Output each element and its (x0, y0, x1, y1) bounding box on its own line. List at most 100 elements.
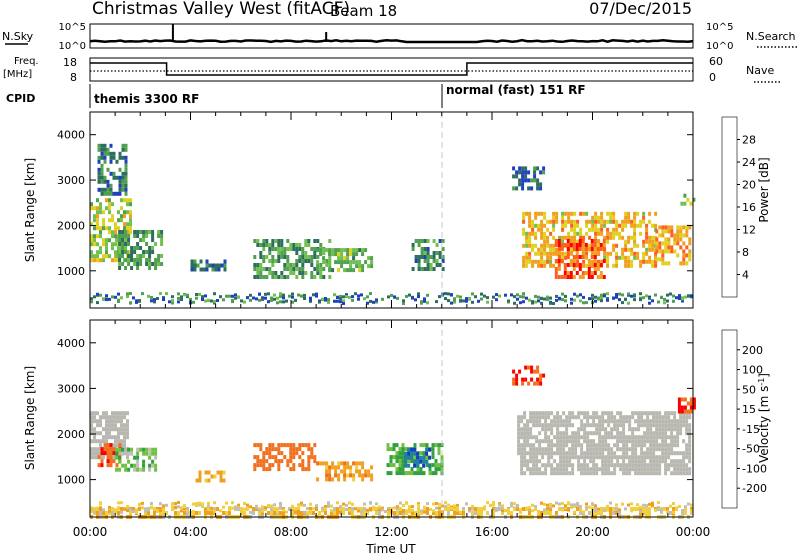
scatter-cell (423, 267, 427, 271)
scatter-cell (331, 465, 335, 470)
scatter-cell (115, 455, 119, 460)
scatter-cell (340, 461, 344, 466)
scatter-cell (240, 507, 243, 511)
scatter-cell (292, 463, 296, 468)
scatter-cell (610, 431, 614, 436)
scatter-cell (512, 377, 516, 382)
scatter-cell (585, 502, 588, 506)
scatter-cell (361, 465, 365, 470)
scatter-cell (643, 411, 647, 416)
scatter-cell (549, 301, 552, 305)
scatter-cell (118, 254, 122, 258)
scatter-cell (543, 297, 546, 301)
scatter-cell (447, 299, 450, 303)
scatter-cell (667, 229, 671, 234)
colorbar-tick-label: -50 (742, 443, 760, 456)
scatter-cell (345, 503, 348, 507)
scatter-cell (586, 439, 590, 444)
scatter-cell (550, 427, 554, 432)
scatter-cell (666, 299, 669, 303)
scatter-cell (535, 439, 539, 444)
scatter-cell (556, 443, 560, 448)
scatter-cell (420, 509, 423, 513)
scatter-cell (210, 511, 213, 515)
scatter-cell (120, 206, 123, 211)
scatter-cell (310, 451, 314, 456)
scatter-cell (544, 447, 548, 452)
scatter-cell (585, 251, 589, 256)
scatter-cell (99, 230, 102, 235)
scatter-cell (556, 439, 560, 444)
scatter-cell (539, 186, 543, 191)
scatter-cell (109, 183, 113, 188)
scatter-cell (121, 179, 125, 184)
scatter-cell (501, 511, 504, 515)
scatter-cell (268, 463, 272, 468)
scatter-cell (526, 467, 530, 472)
scatter-cell (96, 242, 99, 247)
scatter-cell (413, 459, 417, 464)
scatter-cell (536, 369, 540, 374)
scatter-cell (556, 435, 560, 440)
scatter-cell (613, 467, 617, 472)
scatter-cell (676, 471, 680, 476)
scatter-cell (568, 439, 572, 444)
scatter-cell (276, 301, 279, 305)
scatter-cell (524, 166, 528, 171)
scatter-cell (325, 259, 329, 263)
scatter-cell (664, 423, 668, 428)
scatter-cell (120, 419, 123, 424)
scatter-cell (124, 234, 128, 238)
scatter-cell (405, 501, 408, 505)
scatter-cell (130, 254, 134, 258)
scatter-cell (298, 259, 302, 263)
scatter-cell (594, 223, 598, 228)
scatter-cell (682, 455, 686, 460)
scatter-cell (601, 447, 605, 452)
scatter-cell (262, 243, 266, 247)
scatter-cell (114, 508, 117, 512)
scatter-cell (579, 235, 583, 240)
scatter-cell (112, 175, 116, 180)
scatter-cell (541, 427, 545, 432)
scatter-cell (328, 239, 332, 243)
scatter-cell (615, 503, 618, 507)
scatter-cell (307, 463, 311, 468)
scatter-cell (225, 501, 228, 505)
scatter-cell (165, 511, 168, 515)
scatter-cell (141, 501, 144, 505)
scatter-cell (646, 423, 650, 428)
scatter-cell (562, 423, 566, 428)
scatter-cell (316, 264, 320, 269)
scatter-cell (115, 191, 119, 196)
scatter-cell (648, 511, 651, 515)
scatter-cell (271, 447, 275, 452)
scatter-cell (121, 187, 125, 192)
scatter-cell (634, 439, 638, 444)
scatter-cell (673, 435, 677, 440)
scatter-cell (543, 243, 547, 248)
scatter-cell (621, 301, 624, 305)
scatter-cell (649, 423, 653, 428)
scatter-cell (661, 233, 665, 238)
scatter-cell (616, 463, 620, 468)
scatter-cell (414, 239, 418, 243)
scatter-cell (471, 300, 474, 304)
scatter-cell (636, 243, 640, 248)
scatter-cell (441, 259, 445, 263)
scatter-cell (268, 243, 272, 247)
scatter-cell (118, 447, 122, 452)
scatter-cell (431, 451, 435, 456)
scatter-cell (684, 295, 687, 299)
scatter-cell (631, 467, 635, 472)
scatter-cell (550, 443, 554, 448)
scatter-cell (643, 431, 647, 436)
scatter-cell (648, 255, 652, 260)
scatter-cell (133, 246, 137, 250)
scatter-cell (628, 467, 632, 472)
scatter-cell (525, 231, 529, 236)
scatter-cell (513, 507, 516, 511)
scatter-cell (658, 415, 662, 420)
scatter-cell (562, 435, 566, 440)
scatter-cell (682, 423, 686, 428)
